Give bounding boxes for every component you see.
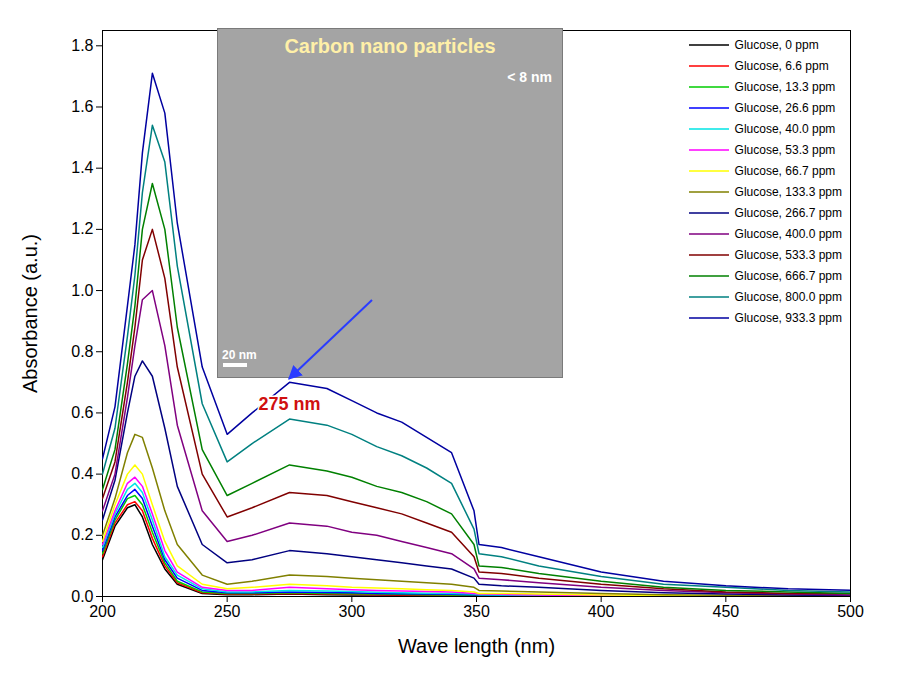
html-text:Glucose, 53.3 ppm: Glucose, 53.3 ppm — [734, 142, 836, 157]
svg-text:1.8: 1.8 — [71, 37, 93, 54]
svg-text:0.8: 0.8 — [71, 343, 93, 360]
svg-text:450: 450 — [712, 603, 739, 620]
svg-text:1.6: 1.6 — [71, 98, 93, 115]
svg-text:1.0: 1.0 — [71, 282, 93, 299]
html-text:Glucose, 266.7 ppm: Glucose, 266.7 ppm — [734, 205, 842, 220]
html-text:Glucose, 800.0 ppm: Glucose, 800.0 ppm — [734, 289, 842, 304]
svg-text:200: 200 — [89, 603, 116, 620]
svg-text:1.4: 1.4 — [71, 159, 93, 176]
html-text:Glucose, 26.6 ppm: Glucose, 26.6 ppm — [734, 100, 836, 115]
svg-text:0.4: 0.4 — [71, 465, 93, 482]
svg-text:275 nm: 275 nm — [258, 394, 320, 414]
html-text:Glucose, 66.7 ppm: Glucose, 66.7 ppm — [734, 163, 836, 178]
svg-text:500: 500 — [837, 603, 864, 620]
html-text:Glucose, 40.0 ppm: Glucose, 40.0 ppm — [734, 121, 836, 136]
svg-text:350: 350 — [463, 603, 490, 620]
html-text:Carbon nano particles: Carbon nano particles — [284, 35, 496, 57]
html-text:Glucose, 6.6 ppm: Glucose, 6.6 ppm — [734, 58, 829, 73]
html-text:20 nm: 20 nm — [222, 348, 257, 362]
html-text:Glucose, 13.3 ppm: Glucose, 13.3 ppm — [734, 79, 836, 94]
html-text:< 8 nm: < 8 nm — [507, 69, 552, 85]
svg-text:250: 250 — [214, 603, 241, 620]
html-text:Glucose, 933.3 ppm: Glucose, 933.3 ppm — [734, 310, 842, 325]
html-text:Glucose, 533.3 ppm: Glucose, 533.3 ppm — [734, 247, 842, 262]
svg-text:300: 300 — [338, 603, 365, 620]
svg-text:400: 400 — [588, 603, 615, 620]
svg-text:Wave length (nm): Wave length (nm) — [398, 635, 555, 657]
svg-text:0.0: 0.0 — [71, 587, 94, 605]
svg-text:0.2: 0.2 — [71, 526, 93, 543]
html-text:Glucose, 400.0 ppm: Glucose, 400.0 ppm — [734, 226, 842, 241]
html-text:Glucose, 0 ppm: Glucose, 0 ppm — [734, 37, 819, 52]
html-text:Glucose, 666.7 ppm: Glucose, 666.7 ppm — [734, 268, 842, 283]
html-text:Glucose, 133.3 ppm: Glucose, 133.3 ppm — [734, 184, 842, 199]
svg-text:1.2: 1.2 — [71, 220, 93, 237]
svg-text:0.6: 0.6 — [71, 404, 93, 421]
svg-text:Absorbance (a.u.): Absorbance (a.u.) — [19, 234, 41, 393]
